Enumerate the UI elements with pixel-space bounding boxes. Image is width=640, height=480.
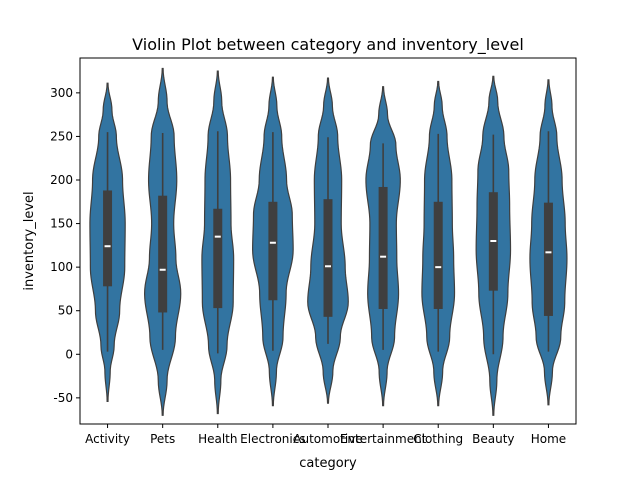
violin-activity bbox=[89, 82, 126, 402]
y-tick-label: -50 bbox=[53, 391, 73, 405]
x-axis: Activity Pets Health ElectronicsAutomotiveE… bbox=[85, 424, 566, 446]
iqr-box bbox=[378, 186, 388, 309]
x-tick-label: Beauty bbox=[472, 432, 514, 446]
y-axis: -50 0 50 100 150 200 250 300 bbox=[50, 86, 80, 405]
y-tick-label: 300 bbox=[50, 86, 73, 100]
iqr-box bbox=[158, 195, 168, 313]
plot-area bbox=[89, 67, 568, 416]
iqr-box bbox=[268, 201, 278, 301]
violin-home bbox=[529, 79, 568, 406]
iqr-box bbox=[433, 201, 443, 309]
violin-health bbox=[201, 70, 235, 415]
violin-clothing bbox=[421, 80, 456, 407]
x-tick-label: Entertainment bbox=[340, 432, 427, 446]
iqr-box bbox=[543, 202, 553, 316]
chart-title: Violin Plot between category and invento… bbox=[132, 35, 524, 55]
iqr-box bbox=[323, 199, 333, 317]
x-axis-label: category bbox=[299, 456, 357, 471]
x-tick-label: Electronics bbox=[240, 432, 305, 446]
violin-beauty bbox=[475, 75, 512, 416]
y-tick-label: 100 bbox=[50, 260, 73, 274]
y-tick-label: 150 bbox=[50, 217, 73, 231]
violin-pets bbox=[143, 67, 182, 416]
y-tick-label: 250 bbox=[50, 129, 73, 143]
violin-electronics bbox=[252, 76, 294, 407]
y-tick-label: 0 bbox=[65, 347, 73, 361]
violin-automotive bbox=[307, 77, 349, 404]
y-tick-label: 50 bbox=[58, 304, 73, 318]
violin-entertainment bbox=[365, 86, 401, 407]
iqr-box bbox=[103, 190, 113, 287]
x-tick-label: Clothing bbox=[413, 432, 463, 446]
x-tick-label: Health bbox=[198, 432, 237, 446]
x-tick-label: Automotive bbox=[293, 432, 362, 446]
x-tick-label: Activity bbox=[85, 432, 130, 446]
y-axis-label: inventory_level bbox=[22, 191, 37, 290]
x-tick-label: Pets bbox=[150, 432, 175, 446]
iqr-box bbox=[213, 208, 223, 309]
y-tick-label: 200 bbox=[50, 173, 73, 187]
x-tick-label: Home bbox=[531, 432, 566, 446]
